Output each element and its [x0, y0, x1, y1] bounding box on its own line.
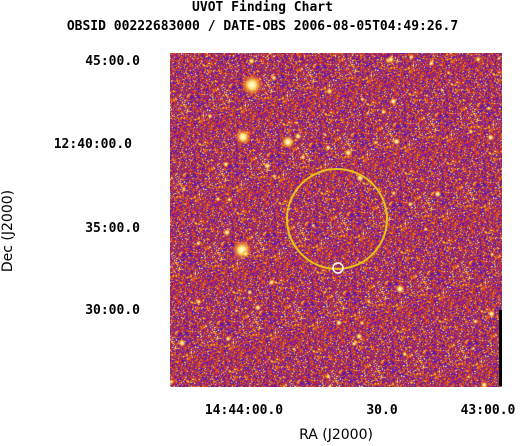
x-axis-label: RA (J2000) — [299, 427, 373, 443]
y-tick-label: 30:00.0 — [85, 303, 140, 318]
chart-title: UVOT Finding Chart — [192, 0, 333, 15]
x-tick-label: 14:44:00.0 — [204, 403, 284, 418]
sky-image[interactable] — [170, 53, 502, 387]
chart-subtitle: OBSID 00222683000 / DATE-OBS 2006-08-05T… — [66, 19, 459, 34]
y-tick-label: 35:00.0 — [85, 221, 140, 236]
target-marker — [332, 262, 344, 274]
y-tick-label: 12:40:00.0 — [53, 137, 132, 152]
error-circle — [286, 168, 388, 270]
y-axis-label: Dec (J2000) — [0, 189, 16, 273]
image-edge-bar — [499, 310, 502, 386]
y-tick-label: 45:00.0 — [85, 54, 140, 69]
sky-field-canvas — [170, 53, 502, 387]
x-tick-label: 30.0 — [366, 403, 398, 418]
x-tick-label: 43:00.0 — [460, 403, 516, 418]
overlay-layer — [286, 168, 388, 274]
